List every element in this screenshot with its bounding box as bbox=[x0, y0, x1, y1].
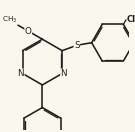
Text: N: N bbox=[18, 69, 24, 78]
Text: CH$_3$: CH$_3$ bbox=[2, 14, 17, 25]
Text: O: O bbox=[25, 27, 32, 36]
Text: N: N bbox=[61, 69, 67, 78]
Text: S: S bbox=[74, 41, 80, 50]
Text: Cl: Cl bbox=[127, 15, 135, 24]
